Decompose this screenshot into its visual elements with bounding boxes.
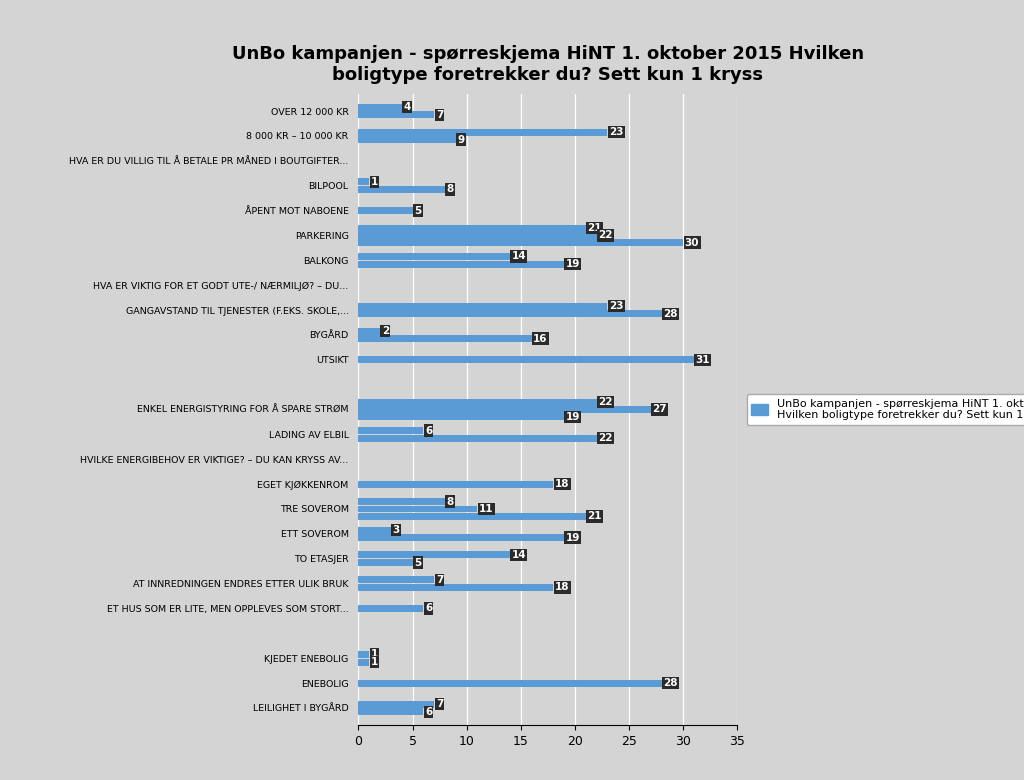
Text: 8: 8: [446, 184, 454, 194]
Text: 7: 7: [436, 699, 443, 709]
Text: 6: 6: [425, 707, 432, 717]
Bar: [358, 129, 607, 136]
Text: 22: 22: [598, 397, 612, 407]
Text: 21: 21: [588, 223, 602, 233]
Bar: [358, 505, 477, 512]
Text: 27: 27: [652, 405, 667, 414]
Bar: [358, 708, 423, 715]
Bar: [358, 413, 564, 420]
Bar: [358, 136, 456, 144]
Bar: [358, 406, 650, 413]
Bar: [358, 434, 597, 441]
Bar: [358, 551, 510, 558]
Bar: [358, 427, 423, 434]
Text: 14: 14: [512, 550, 526, 560]
Bar: [358, 526, 391, 534]
Bar: [358, 207, 413, 214]
Bar: [358, 399, 597, 406]
Text: 28: 28: [664, 678, 678, 688]
Text: 31: 31: [695, 355, 710, 365]
Bar: [358, 253, 510, 260]
Bar: [358, 335, 531, 342]
Text: 22: 22: [598, 433, 612, 443]
Bar: [358, 658, 370, 665]
Bar: [358, 356, 694, 363]
Text: 5: 5: [414, 558, 422, 568]
Text: 23: 23: [609, 127, 624, 137]
Text: 1: 1: [371, 650, 378, 659]
Text: 22: 22: [598, 230, 612, 240]
Text: 1: 1: [371, 177, 378, 186]
Bar: [358, 679, 662, 686]
Bar: [358, 559, 413, 566]
Text: 11: 11: [479, 504, 494, 514]
Bar: [358, 261, 564, 268]
Text: 18: 18: [555, 479, 569, 489]
Text: 7: 7: [436, 110, 443, 120]
Bar: [358, 480, 553, 488]
Bar: [358, 303, 607, 310]
Bar: [358, 605, 423, 612]
Bar: [358, 112, 434, 119]
Title: UnBo kampanjen - spørreskjema HiNT 1. oktober 2015 Hvilken
boligtype foretrekker: UnBo kampanjen - spørreskjema HiNT 1. ok…: [231, 45, 864, 83]
Bar: [358, 576, 434, 583]
Text: 3: 3: [392, 525, 399, 535]
Legend: UnBo kampanjen - spørreskjema HiNT 1. oktober 2015
Hvilken boligtype foretrekker: UnBo kampanjen - spørreskjema HiNT 1. ok…: [746, 394, 1024, 425]
Text: 9: 9: [458, 135, 465, 145]
Text: 1: 1: [371, 657, 378, 667]
Text: 2: 2: [382, 326, 389, 336]
Bar: [358, 328, 380, 335]
Text: 21: 21: [588, 512, 602, 521]
Bar: [358, 498, 445, 505]
Text: 5: 5: [414, 205, 422, 215]
Text: 19: 19: [565, 533, 580, 543]
Text: 14: 14: [512, 251, 526, 261]
Bar: [358, 534, 564, 541]
Text: 7: 7: [436, 575, 443, 585]
Text: 23: 23: [609, 301, 624, 311]
Bar: [358, 232, 597, 239]
Bar: [358, 512, 586, 519]
Bar: [358, 584, 553, 591]
Bar: [358, 700, 434, 707]
Text: 16: 16: [534, 334, 548, 344]
Text: 6: 6: [425, 604, 432, 614]
Text: 6: 6: [425, 426, 432, 435]
Bar: [358, 225, 586, 232]
Text: 18: 18: [555, 583, 569, 593]
Text: 19: 19: [565, 412, 580, 422]
Bar: [358, 104, 401, 111]
Text: 4: 4: [403, 102, 411, 112]
Bar: [358, 179, 370, 186]
Bar: [358, 239, 683, 246]
Text: 19: 19: [565, 259, 580, 269]
Bar: [358, 186, 445, 193]
Text: 30: 30: [685, 238, 699, 248]
Bar: [358, 651, 370, 658]
Text: 8: 8: [446, 497, 454, 507]
Bar: [358, 310, 662, 317]
Text: 28: 28: [664, 309, 678, 319]
